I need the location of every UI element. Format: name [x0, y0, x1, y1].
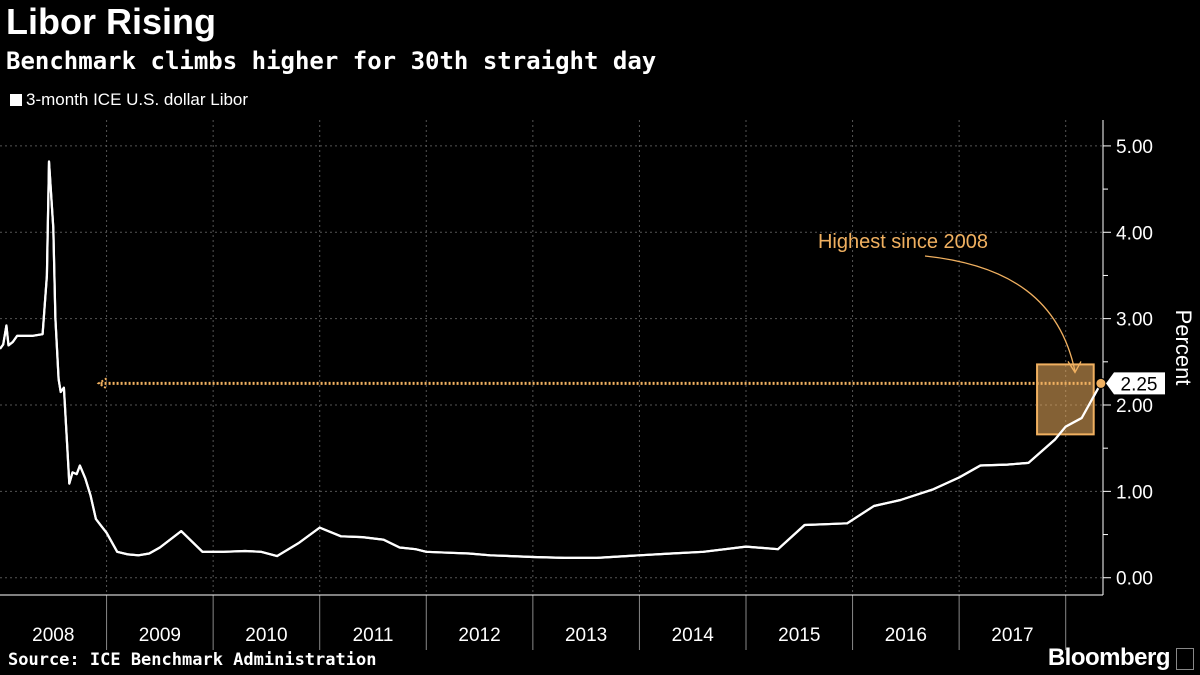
- x-tick-label: 2017: [991, 625, 1033, 646]
- x-tick-label: 2010: [245, 625, 287, 646]
- x-tick-label: 2014: [672, 625, 715, 646]
- annotation-layer: Highest since 2008 2.25: [0, 160, 1165, 559]
- series-layer: [0, 160, 1102, 559]
- x-tick-label: 2015: [778, 625, 820, 646]
- reference-arrowhead: [96, 377, 108, 390]
- annotation-highest-since-2008: Highest since 2008: [818, 231, 988, 253]
- latest-point-marker: [1095, 377, 1107, 389]
- chart-title: Libor Rising: [6, 1, 216, 42]
- y-tick-label: 2.00: [1116, 396, 1153, 417]
- highlight-box: [1036, 363, 1095, 436]
- chart-subtitle: Benchmark climbs higher for 30th straigh…: [6, 47, 657, 75]
- libor-series-line: [0, 160, 1102, 559]
- x-tick-label: 2008: [32, 625, 74, 646]
- x-tick-label: 2012: [458, 625, 500, 646]
- x-tick-label: 2009: [139, 625, 181, 646]
- value-callout-label: 2.25: [1121, 374, 1158, 395]
- legend-swatch: [10, 94, 22, 106]
- y-axis-title: Percent: [1171, 310, 1196, 386]
- value-callout-box: [1106, 372, 1165, 395]
- grid-layer: [0, 120, 1103, 595]
- annotation-arrow: [924, 255, 1076, 372]
- brand-mark-icon: [1176, 648, 1194, 670]
- axis-layer: 0.00 1.00 2.00 3.00 4.00 5.00 2008 2009 2010 2011…: [0, 120, 1196, 650]
- y-tick-label: 0.00: [1116, 569, 1153, 590]
- y-tick-label: 5.00: [1116, 137, 1153, 158]
- libor-series-line-top: [0, 160, 1102, 559]
- y-tick-label: 3.00: [1116, 310, 1153, 331]
- legend-label: 3-month ICE U.S. dollar Libor: [26, 90, 249, 109]
- brand-logo: Bloomberg: [1047, 644, 1171, 671]
- y-tick-label: 4.00: [1116, 223, 1153, 244]
- x-tick-label: 2013: [565, 625, 607, 646]
- x-tick-label: 2011: [353, 625, 394, 646]
- annotation-arrowhead: [1067, 361, 1082, 374]
- legend: 3-month ICE U.S. dollar Libor: [10, 90, 248, 110]
- y-tick-label: 1.00: [1116, 482, 1153, 503]
- x-tick-label: 2016: [885, 625, 927, 646]
- source-note: Source: ICE Benchmark Administration: [8, 650, 377, 670]
